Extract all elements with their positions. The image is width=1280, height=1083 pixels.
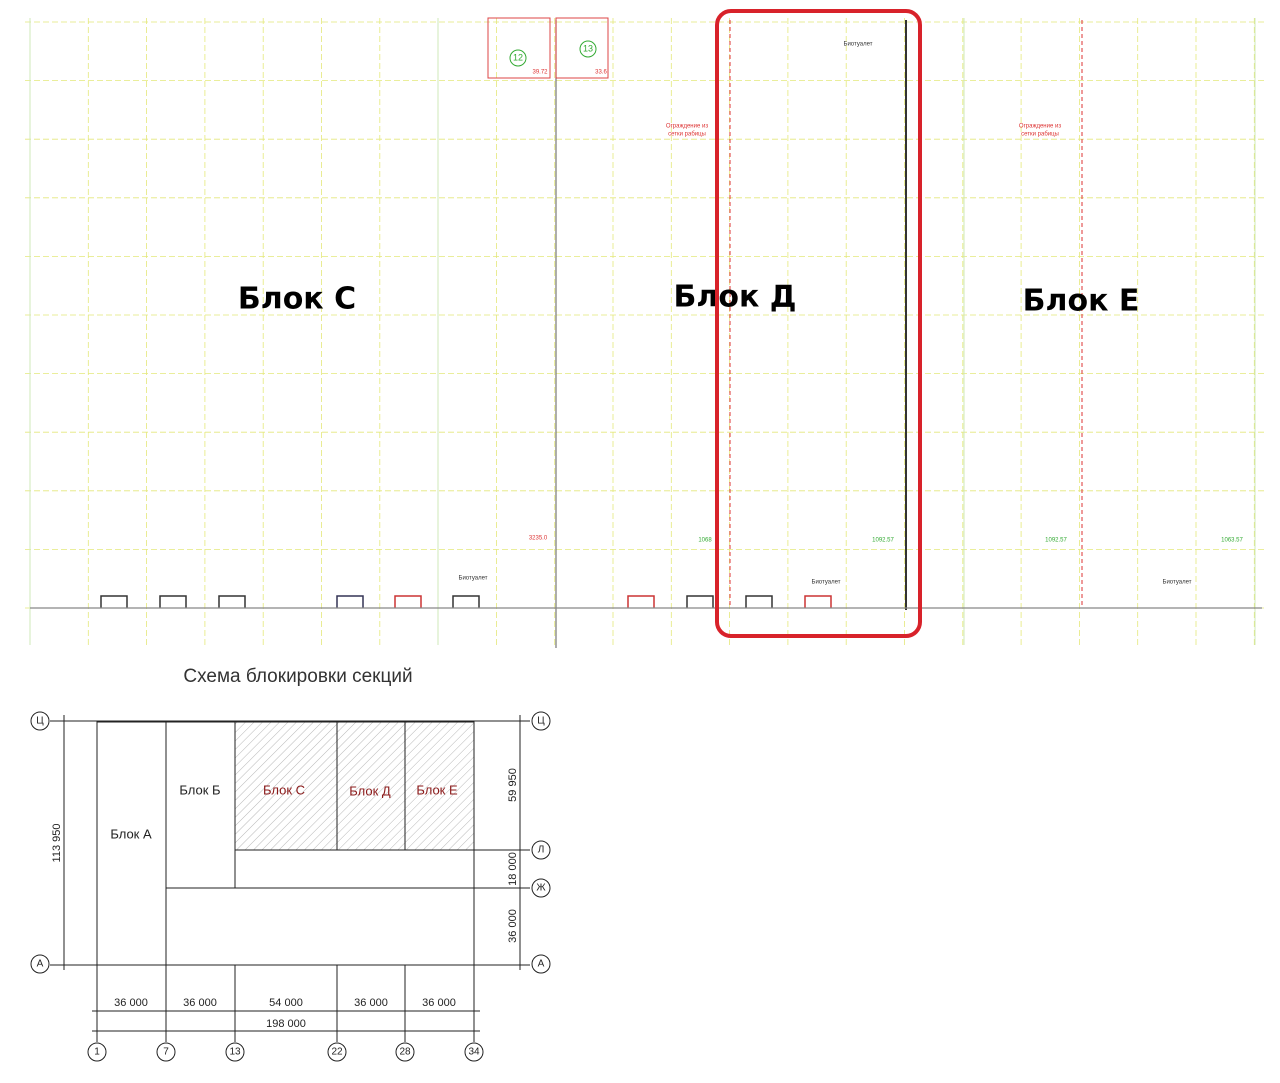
block-a [96, 721, 167, 966]
row-axis: А [37, 959, 44, 970]
row-axis: Ж [536, 883, 546, 894]
scheme-lines [50, 715, 530, 1042]
block-label: Блок С [238, 282, 356, 317]
floor-plan [25, 18, 1265, 645]
room-number: 12 [513, 52, 523, 62]
axis-bubbles [30, 711, 551, 1062]
column-dimension: 36 000 [354, 997, 388, 1009]
toilet-label: Биотуалет [812, 580, 841, 586]
gate [627, 595, 655, 608]
toilet-label: Биотуалет [459, 576, 488, 582]
gate [394, 595, 422, 608]
row-axis: Ц [537, 716, 545, 727]
row-axis: Л [538, 845, 545, 856]
fence-note: Ограждение из [1019, 124, 1061, 130]
gate [686, 595, 714, 608]
block-d [336, 721, 406, 851]
column-dimension: 36 000 [422, 997, 456, 1009]
column-axis: 7 [163, 1047, 169, 1058]
row-axis: А [538, 959, 545, 970]
area-label: 1068 [698, 538, 712, 544]
gate [159, 595, 187, 608]
room-area: 33.6 [595, 70, 607, 76]
gate [100, 595, 128, 608]
gate [336, 595, 364, 608]
area-label: 3235.0 [529, 536, 548, 542]
block-label: Блок Д [674, 280, 797, 315]
fence-note: сетки рабицы [1021, 132, 1059, 138]
area-label: 1092.57 [872, 538, 894, 544]
block-name: Блок Б [179, 782, 220, 797]
block-name: Блок Е [416, 782, 458, 797]
highlight-frame [715, 9, 922, 638]
column-axis: 13 [229, 1047, 241, 1058]
column-axis: 28 [399, 1047, 411, 1058]
row-dimension: 18 000 [507, 852, 519, 886]
row-dimension: 36 000 [507, 909, 519, 943]
scheme-title: Схема блокировки секций [183, 666, 412, 687]
fence-note: Ограждение из [666, 124, 708, 130]
room-marker [509, 49, 527, 67]
room-area: 39.72 [532, 70, 548, 76]
total-width: 198 000 [266, 1018, 306, 1030]
gate [218, 595, 246, 608]
block-label: Блок Е [1023, 284, 1140, 319]
gate [745, 595, 773, 608]
block-c [234, 721, 338, 851]
block-name: Блок Д [349, 783, 391, 798]
column-axis: 1 [94, 1047, 100, 1058]
gate [452, 595, 480, 608]
column-axis: 34 [468, 1047, 480, 1058]
block-b [165, 721, 236, 889]
row-dimension: 59 950 [507, 768, 519, 802]
gate [804, 595, 832, 608]
column-dimension: 36 000 [114, 997, 148, 1009]
row-axis: Ц [36, 716, 44, 727]
room-marker [579, 40, 597, 58]
block-name: Блок С [263, 782, 305, 797]
room [555, 17, 609, 79]
toilet-label: Биотуалет [1163, 580, 1192, 586]
room-number: 13 [583, 43, 593, 53]
total-height: 113 950 [51, 824, 63, 863]
block-e [404, 721, 475, 851]
room [487, 17, 551, 79]
column-dimension: 54 000 [269, 997, 303, 1009]
fence-note: сетки рабицы [668, 132, 706, 138]
area-label: 1063.57 [1221, 538, 1243, 544]
column-axis: 22 [331, 1047, 343, 1058]
column-dimension: 36 000 [183, 997, 217, 1009]
area-label: 1092.57 [1045, 538, 1067, 544]
toilet-label: Биотуалет [844, 42, 873, 48]
block-name: Блок А [110, 826, 152, 841]
